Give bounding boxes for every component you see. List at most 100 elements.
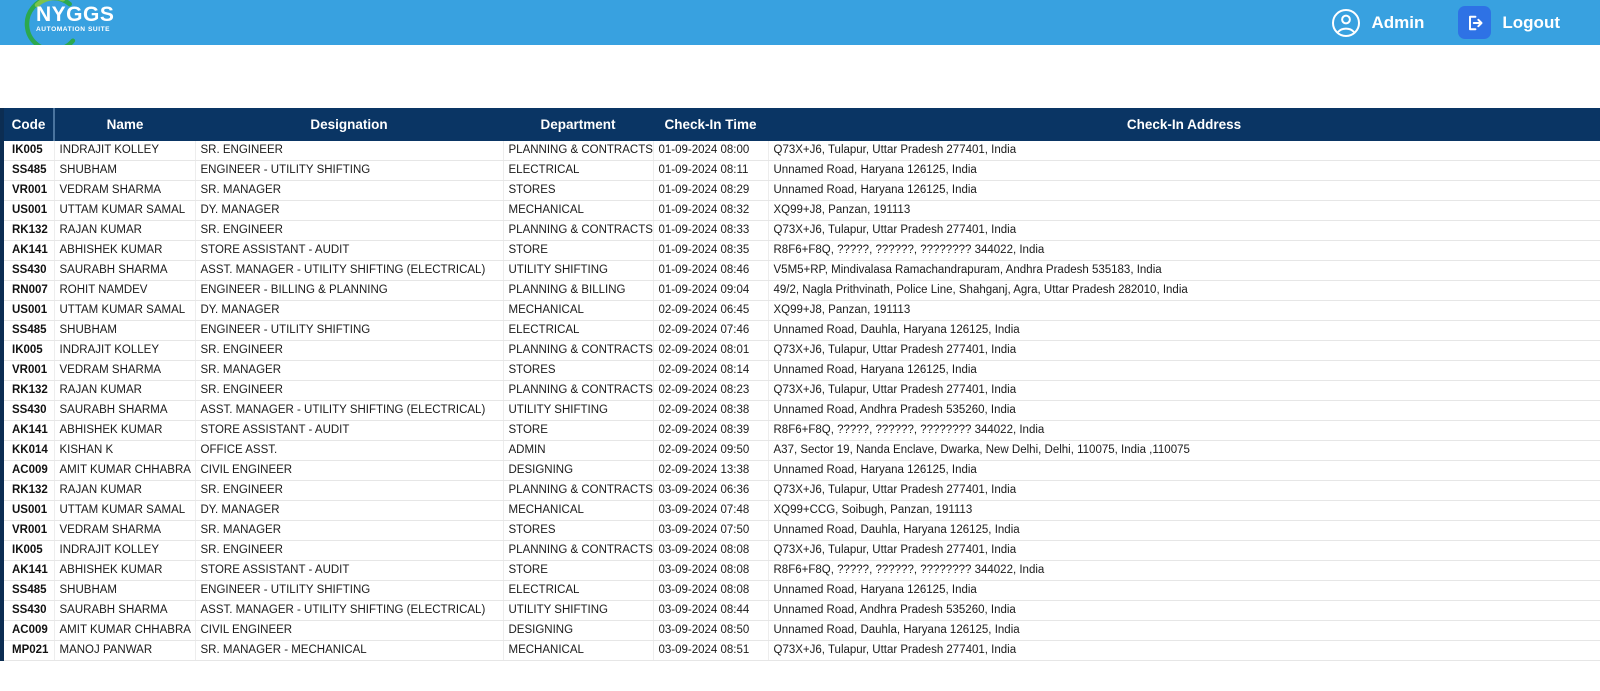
- cell-code: US001: [2, 500, 55, 521]
- cell-checkin-time: 02-09-2024 07:46: [653, 320, 769, 341]
- cell-designation: SR. ENGINEER: [195, 540, 504, 561]
- cell-checkin-time: 02-09-2024 06:45: [653, 300, 769, 321]
- logo-text: NYGGS AUTOMATION SUITE: [36, 4, 114, 34]
- cell-department: STORE: [503, 560, 654, 581]
- cell-name: UTTAM KUMAR SAMAL: [54, 500, 196, 521]
- cell-checkin-time: 01-09-2024 08:29: [653, 180, 769, 201]
- cell-department: MECHANICAL: [503, 300, 654, 321]
- cell-checkin-time: 03-09-2024 06:36: [653, 480, 769, 501]
- cell-code: US001: [2, 200, 55, 221]
- cell-designation: STORE ASSISTANT - AUDIT: [195, 560, 504, 581]
- cell-code: VR001: [2, 520, 55, 541]
- cell-department: UTILITY SHIFTING: [503, 260, 654, 281]
- cell-code: AC009: [2, 620, 55, 641]
- cell-checkin-time: 01-09-2024 08:00: [653, 141, 769, 161]
- table-row: RN007 ROHIT NAMDEV ENGINEER - BILLING & PL…: [2, 280, 1600, 301]
- cell-checkin-time: 03-09-2024 08:08: [653, 580, 769, 601]
- cell-department: PLANNING & CONTRACTS: [503, 220, 654, 241]
- logout-label: Logout: [1502, 12, 1560, 32]
- cell-designation: ASST. MANAGER - UTILITY SHIFTING (ELECTR…: [195, 400, 504, 421]
- admin-menu-button[interactable]: Admin: [1331, 8, 1424, 38]
- cell-code: VR001: [2, 180, 55, 201]
- cell-department: STORES: [503, 520, 654, 541]
- cell-checkin-address: Unnamed Road, Dauhla, Haryana 126125, In…: [768, 520, 1600, 541]
- cell-name: VEDRAM SHARMA: [54, 360, 196, 381]
- cell-code: VR001: [2, 360, 55, 381]
- logout-button[interactable]: Logout: [1458, 6, 1560, 39]
- cell-designation: ASST. MANAGER - UTILITY SHIFTING (ELECTR…: [195, 260, 504, 281]
- table-row: SS430 SAURABH SHARMA ASST. MANAGER - UTILI…: [2, 260, 1600, 281]
- cell-designation: SR. ENGINEER: [195, 380, 504, 401]
- cell-name: AMIT KUMAR CHHABRA: [54, 460, 196, 481]
- cell-checkin-address: XQ99+J8, Panzan, 191113: [768, 300, 1600, 321]
- cell-designation: SR. MANAGER: [195, 180, 504, 201]
- cell-code: RN007: [2, 280, 55, 301]
- checkin-table: Code Name Designation Department Check-In Ti…: [0, 108, 1600, 661]
- nyggs-logo[interactable]: NYGGS AUTOMATION SUITE: [22, 0, 182, 45]
- cell-designation: SR. ENGINEER: [195, 220, 504, 241]
- column-header-checkin-address: Check-In Address: [768, 108, 1600, 141]
- table-row: AC009 AMIT KUMAR CHHABRA CIVIL ENGINEER DES…: [2, 460, 1600, 481]
- cell-designation: SR. MANAGER: [195, 520, 504, 541]
- cell-designation: STORE ASSISTANT - AUDIT: [195, 420, 504, 441]
- cell-checkin-time: 01-09-2024 09:04: [653, 280, 769, 301]
- table-row: IK005 INDRAJIT KOLLEY SR. ENGINEER PLANNING…: [2, 340, 1600, 361]
- cell-checkin-time: 03-09-2024 08:08: [653, 540, 769, 561]
- table-row: AC009 AMIT KUMAR CHHABRA CIVIL ENGINEER DES…: [2, 620, 1600, 641]
- cell-name: MANOJ PANWAR: [54, 640, 196, 661]
- topbar-actions: Admin Logout: [1331, 6, 1560, 39]
- cell-designation: ENGINEER - UTILITY SHIFTING: [195, 320, 504, 341]
- cell-checkin-address: Q73X+J6, Tulapur, Uttar Pradesh 277401, …: [768, 480, 1600, 501]
- cell-checkin-time: 02-09-2024 08:39: [653, 420, 769, 441]
- cell-name: SAURABH SHARMA: [54, 260, 196, 281]
- cell-department: MECHANICAL: [503, 640, 654, 661]
- cell-checkin-address: R8F6+F8Q, ?????, ??????, ???????? 344022…: [768, 420, 1600, 441]
- cell-checkin-time: 03-09-2024 08:50: [653, 620, 769, 641]
- table-row: US001 UTTAM KUMAR SAMAL DY. MANAGER MECHANI…: [2, 500, 1600, 521]
- checkin-table-body: IK005 INDRAJIT KOLLEY SR. ENGINEER PLANNING…: [2, 141, 1600, 661]
- cell-department: ELECTRICAL: [503, 160, 654, 181]
- cell-checkin-time: 03-09-2024 08:51: [653, 640, 769, 661]
- cell-name: SAURABH SHARMA: [54, 400, 196, 421]
- cell-name: RAJAN KUMAR: [54, 220, 196, 241]
- cell-checkin-address: Q73X+J6, Tulapur, Uttar Pradesh 277401, …: [768, 141, 1600, 161]
- table-row: AK141 ABHISHEK KUMAR STORE ASSISTANT - AUD…: [2, 420, 1600, 441]
- cell-checkin-time: 02-09-2024 09:50: [653, 440, 769, 461]
- cell-name: INDRAJIT KOLLEY: [54, 141, 196, 161]
- cell-department: DESIGNING: [503, 460, 654, 481]
- cell-name: SHUBHAM: [54, 320, 196, 341]
- cell-checkin-address: R8F6+F8Q, ?????, ??????, ???????? 344022…: [768, 240, 1600, 261]
- cell-checkin-address: Q73X+J6, Tulapur, Uttar Pradesh 277401, …: [768, 540, 1600, 561]
- cell-checkin-address: Unnamed Road, Andhra Pradesh 535260, Ind…: [768, 600, 1600, 621]
- cell-code: SS430: [2, 400, 55, 421]
- top-navbar: NYGGS AUTOMATION SUITE Admin Logout: [0, 0, 1600, 45]
- cell-department: STORE: [503, 240, 654, 261]
- cell-name: AMIT KUMAR CHHABRA: [54, 620, 196, 641]
- cell-department: DESIGNING: [503, 620, 654, 641]
- cell-designation: DY. MANAGER: [195, 200, 504, 221]
- cell-designation: SR. ENGINEER: [195, 340, 504, 361]
- logo-title: NYGGS: [36, 3, 115, 26]
- cell-checkin-address: V5M5+RP, Mindivalasa Ramachandrapuram, A…: [768, 260, 1600, 281]
- cell-checkin-time: 02-09-2024 08:23: [653, 380, 769, 401]
- checkin-report-area: Code Name Designation Department Check-In Ti…: [0, 108, 1600, 661]
- cell-code: AK141: [2, 240, 55, 261]
- cell-checkin-address: Unnamed Road, Haryana 126125, India: [768, 360, 1600, 381]
- cell-department: ADMIN: [503, 440, 654, 461]
- cell-department: PLANNING & CONTRACTS: [503, 480, 654, 501]
- table-row: SS485 SHUBHAM ENGINEER - UTILITY SHIFTING E…: [2, 160, 1600, 181]
- cell-department: STORES: [503, 180, 654, 201]
- cell-checkin-time: 02-09-2024 13:38: [653, 460, 769, 481]
- table-row: SS430 SAURABH SHARMA ASST. MANAGER - UTILI…: [2, 400, 1600, 421]
- cell-name: ABHISHEK KUMAR: [54, 560, 196, 581]
- table-row: US001 UTTAM KUMAR SAMAL DY. MANAGER MECHANI…: [2, 200, 1600, 221]
- cell-checkin-address: Q73X+J6, Tulapur, Uttar Pradesh 277401, …: [768, 380, 1600, 401]
- cell-checkin-time: 03-09-2024 08:44: [653, 600, 769, 621]
- cell-checkin-address: Q73X+J6, Tulapur, Uttar Pradesh 277401, …: [768, 340, 1600, 361]
- cell-checkin-time: 01-09-2024 08:33: [653, 220, 769, 241]
- column-header-designation: Designation: [195, 108, 503, 141]
- cell-checkin-time: 03-09-2024 07:48: [653, 500, 769, 521]
- cell-department: PLANNING & CONTRACTS: [503, 340, 654, 361]
- cell-name: INDRAJIT KOLLEY: [54, 340, 196, 361]
- cell-name: SHUBHAM: [54, 160, 196, 181]
